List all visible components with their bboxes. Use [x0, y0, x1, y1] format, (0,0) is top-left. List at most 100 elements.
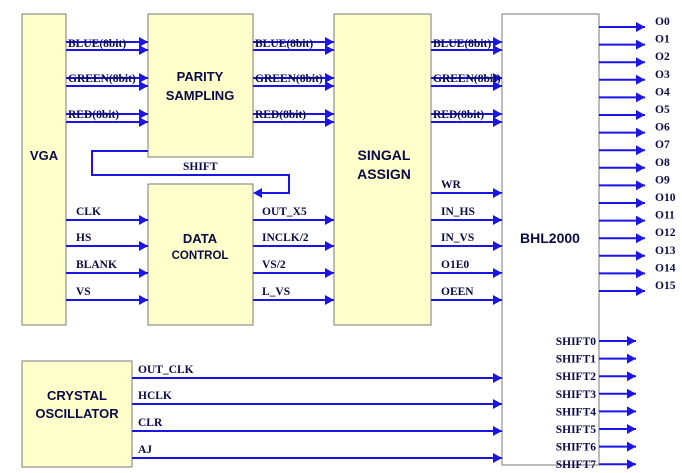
output-label-o14: O14 — [655, 262, 676, 274]
output-label-o12: O12 — [655, 227, 676, 239]
crystal-label-aj: AJ — [138, 444, 152, 456]
vga-to-data-wire-vs — [66, 295, 148, 305]
vga-block-label: VGA — [30, 148, 59, 163]
singal-to-bhl-bus-blue — [431, 37, 502, 55]
singal-bhl-label-oeen: OEEN — [441, 286, 474, 298]
output-arrowhead-o13 — [636, 250, 645, 261]
output-arrowhead-o15 — [636, 286, 645, 296]
singal-bhl-label-blue: BLUE(8bit) — [433, 38, 491, 50]
output-label-o10: O10 — [655, 192, 676, 204]
output-label-o3: O3 — [655, 69, 670, 81]
output-arrowhead-o14 — [636, 268, 645, 279]
output-arrowhead-o2 — [636, 57, 645, 68]
singal-bhl-label-o1e0: O1E0 — [441, 259, 469, 271]
crystal-to-bhl-wire-out-clk — [132, 373, 502, 383]
output-arrowhead-o7 — [636, 145, 645, 156]
crystal-to-bhl-wire-clr — [132, 426, 502, 436]
bhl-output-o-group: O0 O1 O2 O3 O4 O5 O6 O7 O8 O9 O10 O11 O12 O13 O14 O15 — [599, 16, 676, 296]
parity-block-label-line1: PARITY — [177, 69, 224, 84]
parity-to-singal-bus-red — [253, 109, 334, 127]
data-control-block — [147, 183, 254, 326]
singal-bhl-label-wr: WR — [441, 179, 462, 191]
vga-to-data-wire-blank — [66, 268, 148, 278]
vga-to-parity-bus-green — [66, 73, 148, 91]
output-arrowhead-o6 — [636, 127, 645, 138]
output-arrowhead-o8 — [636, 162, 645, 173]
output-arrowhead-o0 — [636, 22, 645, 32]
vga-to-data-wire-clk — [66, 215, 148, 225]
parity-singal-label-green: GREEN(8bit) — [255, 73, 323, 85]
bhl2000-label: BHL2000 — [520, 230, 580, 246]
shift-output-arrowhead-shift6 — [627, 441, 636, 452]
data-singal-label-out-x5: OUT_X5 — [262, 206, 307, 218]
output-label-o13: O13 — [655, 245, 676, 257]
shift-output-arrowhead-shift2 — [627, 371, 636, 382]
singal-assign-label-line2: ASSIGN — [357, 166, 411, 182]
output-label-o6: O6 — [655, 122, 670, 134]
shift-output-arrowhead-shift4 — [627, 406, 636, 417]
vga-data-label-clk: CLK — [76, 206, 101, 218]
output-arrowhead-o9 — [636, 180, 645, 191]
data-control-label-line2: CONTROL — [172, 250, 229, 262]
bhl-output-shift-group: SHIFT0 SHIFT1 SHIFT2 SHIFT3 SHIFT4 SHIFT5 SHIF… — [556, 336, 636, 471]
output-label-o1: O1 — [655, 34, 670, 46]
shift-output-label-shift0: SHIFT0 — [556, 336, 597, 348]
vga-to-parity-bus-red — [66, 109, 148, 127]
output-label-o0: O0 — [655, 16, 670, 28]
shift-output-label-shift1: SHIFT1 — [556, 354, 597, 366]
data-singal-label-l-vs: L_VS — [262, 286, 290, 298]
parity-sampling-block — [147, 13, 254, 158]
shift-output-label-shift4: SHIFT4 — [556, 406, 597, 418]
vga-parity-label-red: RED(8bit) — [68, 109, 119, 121]
vga-parity-label-blue: BLUE(8bit) — [68, 38, 126, 50]
crystal-to-bhl-wire-hclk — [132, 399, 502, 409]
output-arrowhead-o12 — [636, 233, 645, 244]
singal-bhl-label-in-vs: IN_VS — [441, 232, 474, 244]
vga-parity-label-green: GREEN(8bit) — [68, 73, 136, 85]
output-label-o5: O5 — [655, 104, 670, 116]
data-singal-label-inclk2: INCLK/2 — [262, 232, 309, 244]
output-arrowhead-o11 — [636, 215, 645, 226]
output-label-o7: O7 — [655, 139, 670, 151]
crystal-label-clr: CLR — [138, 417, 163, 429]
output-label-o4: O4 — [655, 86, 670, 98]
singal-bhl-label-green: GREEN(8bit) — [433, 73, 501, 85]
shift-output-label-shift3: SHIFT3 — [556, 389, 597, 401]
singal-bhl-label-in-hs: IN_HS — [441, 206, 475, 218]
output-arrowhead-o10 — [636, 198, 645, 208]
crystal-label-hclk: HCLK — [138, 390, 172, 402]
data-singal-label-vs2: VS/2 — [262, 259, 286, 271]
output-arrowhead-o3 — [636, 74, 645, 85]
shift-output-arrowhead-shift7 — [627, 459, 636, 470]
shift-feedback-arrowhead — [253, 188, 262, 198]
crystal-label-out-clk: OUT_CLK — [138, 364, 194, 376]
singal-to-bhl-wire-in-vs — [431, 241, 502, 251]
shift-output-arrowhead-shift5 — [627, 424, 636, 434]
singal-assign-label-line1: SINGAL — [358, 147, 411, 163]
singal-to-bhl-bus-red — [431, 109, 502, 127]
data-control-label-line1: DATA — [183, 231, 218, 246]
parity-to-singal-bus-blue — [253, 37, 334, 55]
vga-data-label-blank: BLANK — [76, 259, 117, 271]
singal-to-bhl-wire-o1e0 — [431, 268, 502, 278]
data-to-singal-wire-l-vs — [253, 295, 334, 305]
data-to-singal-wire-vs2 — [253, 268, 334, 278]
shift-output-label-shift5: SHIFT5 — [556, 424, 597, 436]
data-to-singal-wire-out-x5 — [253, 215, 334, 225]
singal-bhl-label-red: RED(8bit) — [433, 109, 484, 121]
singal-to-bhl-wire-oeen — [431, 295, 502, 305]
output-arrowhead-o1 — [636, 39, 645, 50]
shift-output-label-shift7: SHIFT7 — [556, 459, 597, 471]
parity-to-singal-bus-green — [253, 73, 334, 91]
data-to-singal-wire-inclk2 — [253, 241, 334, 251]
shift-output-arrowhead-shift0 — [627, 336, 636, 346]
singal-to-bhl-wire-in-hs — [431, 215, 502, 225]
output-label-o9: O9 — [655, 174, 670, 186]
parity-singal-label-red: RED(8bit) — [255, 109, 306, 121]
crystal-label-line2: OSCILLATOR — [35, 406, 119, 421]
output-arrowhead-o4 — [636, 92, 645, 103]
output-label-o2: O2 — [655, 51, 670, 63]
singal-to-bhl-wire-wr — [431, 188, 502, 198]
